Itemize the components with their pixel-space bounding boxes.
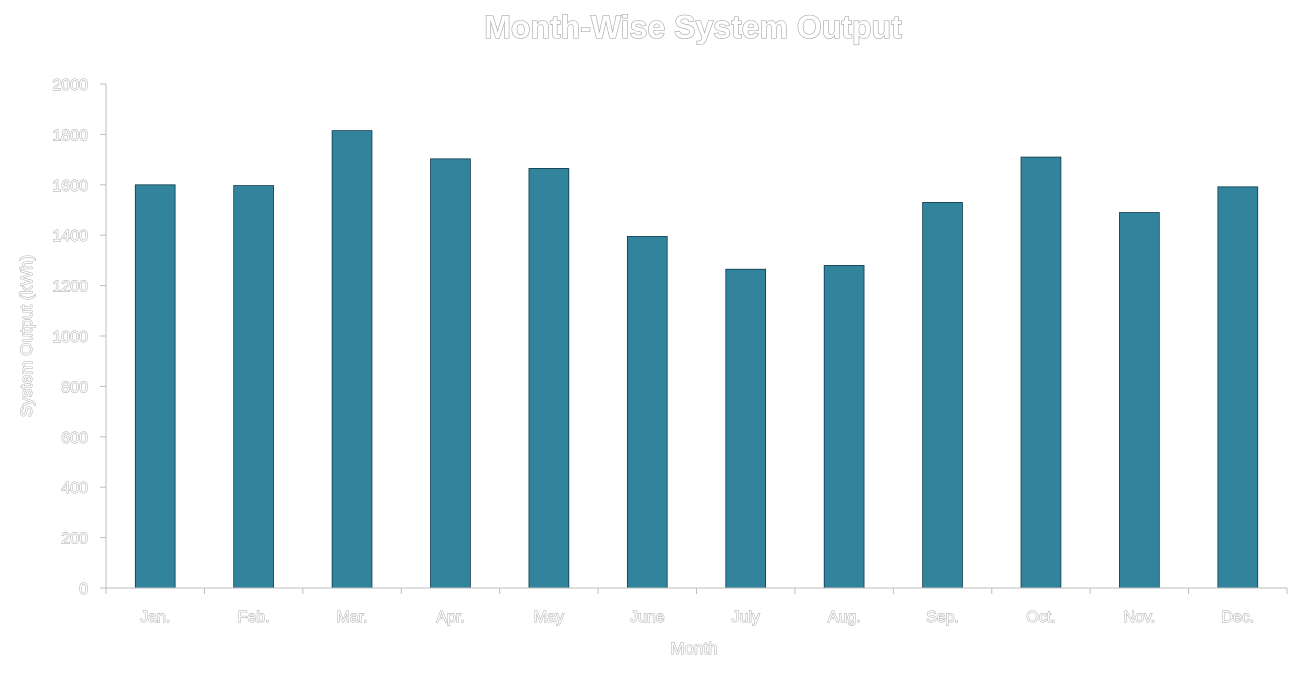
bar-apr (430, 158, 471, 589)
x-tick-label: Mar. (336, 609, 367, 626)
bar-july (725, 268, 767, 589)
x-tick-label: Feb. (238, 609, 270, 626)
y-tick-label: 200 (61, 531, 88, 548)
x-tick-label: Nov. (1124, 609, 1156, 626)
x-axis-ticks: Jan. Feb. Mar. Apr. May June July Aug. Sep. Oct. N… (105, 588, 1288, 626)
bar-sep (922, 202, 963, 589)
x-tick-label: June (630, 609, 665, 626)
bar-oct (1020, 156, 1062, 589)
y-tick-label: 800 (61, 379, 88, 396)
bar-june (626, 236, 668, 589)
y-tick-label: 1200 (52, 279, 88, 296)
x-tick-label: July (731, 609, 759, 626)
y-tick-label: 1800 (52, 127, 88, 144)
x-tick-label: Apr. (436, 609, 464, 626)
y-tick-label: 1600 (52, 178, 88, 195)
x-tick-label: May (534, 609, 564, 626)
x-tick-label: Dec. (1221, 609, 1254, 626)
bar-may (528, 168, 570, 589)
y-tick-label: 1400 (52, 228, 88, 245)
bar-feb (233, 185, 274, 589)
bar-nov (1119, 212, 1160, 589)
x-tick-label: Sep. (926, 609, 959, 626)
y-tick-label: 1000 (52, 329, 88, 346)
chart-title: Month-Wise System Output (484, 9, 902, 45)
y-tick-label: 2000 (52, 77, 88, 94)
x-tick-label: Aug. (828, 609, 861, 626)
y-axis-title: System Output (kWh) (17, 255, 36, 417)
x-tick-label: Oct. (1026, 609, 1055, 626)
bars (134, 130, 1259, 589)
y-tick-label: 600 (61, 430, 88, 447)
bar-jan (134, 184, 176, 589)
y-tick-label: 400 (61, 480, 88, 497)
bar-aug (823, 265, 865, 589)
x-tick-label: Jan. (140, 609, 170, 626)
x-axis-title: Month (670, 639, 717, 658)
y-axis-ticks: 0 200 400 600 800 1000 1200 1400 1600 1800 2000 (52, 77, 106, 598)
bar-dec (1217, 186, 1259, 589)
bar-mar (331, 130, 373, 589)
y-tick-label: 0 (79, 581, 88, 598)
